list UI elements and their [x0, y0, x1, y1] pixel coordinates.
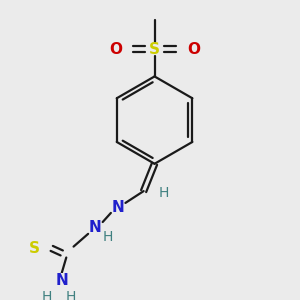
Text: H: H	[158, 186, 169, 200]
Text: O: O	[109, 42, 122, 57]
Text: H: H	[66, 290, 76, 300]
Text: N: N	[56, 273, 68, 288]
Text: O: O	[187, 42, 200, 57]
Text: N: N	[112, 200, 124, 215]
Text: H: H	[42, 290, 52, 300]
Text: H: H	[103, 230, 113, 244]
Text: S: S	[29, 241, 40, 256]
Text: S: S	[149, 42, 160, 57]
Text: N: N	[89, 220, 102, 235]
